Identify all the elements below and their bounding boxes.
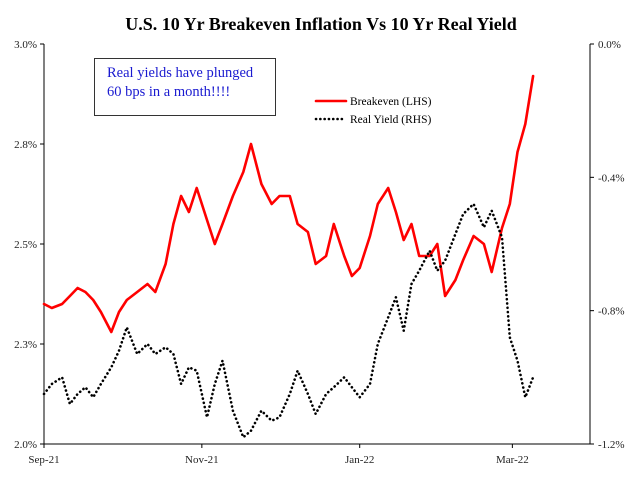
y-left-tick-label: 2.0% — [14, 439, 37, 451]
x-tick-label: Nov-21 — [185, 454, 219, 466]
y-right-tick-label: -0.8% — [598, 306, 625, 318]
tick-labels: 2.0% 2.3% 2.5% 2.8% 3.0% -1.2% -0.8% -0.4% 0.0% S… — [14, 39, 625, 466]
annotation-line-1: Real yields have plunged — [107, 65, 254, 81]
annotation-line-2: 60 bps in a month!!!! — [107, 84, 231, 100]
x-tick-label: Mar-22 — [496, 454, 529, 466]
legend-label-1: Breakeven (LHS) — [350, 96, 432, 108]
x-tick-label: Jan-22 — [345, 454, 374, 466]
series-line-2 — [42, 202, 535, 439]
x-tick-label: Sep-21 — [28, 454, 59, 466]
y-right-tick-label: 0.0% — [598, 39, 621, 51]
legend-label-2: Real Yield (RHS) — [350, 114, 432, 126]
series-lines — [42, 74, 535, 439]
y-left-tick-label: 2.5% — [14, 239, 37, 251]
annotation-box: Real yields have plunged 60 bps in a mon… — [94, 58, 276, 116]
legend: Breakeven (LHS) Real Yield (RHS) — [314, 96, 432, 126]
y-left-tick-label: 2.3% — [14, 339, 37, 351]
axes — [40, 43, 594, 448]
y-left-tick-label: 2.8% — [14, 139, 37, 151]
y-left-tick-label: 3.0% — [14, 39, 37, 51]
y-right-tick-label: -1.2% — [598, 439, 625, 451]
chart-title: U.S. 10 Yr Breakeven Inflation Vs 10 Yr … — [125, 14, 517, 34]
series-line-1 — [42, 74, 535, 334]
y-right-tick-label: -0.4% — [598, 172, 625, 184]
